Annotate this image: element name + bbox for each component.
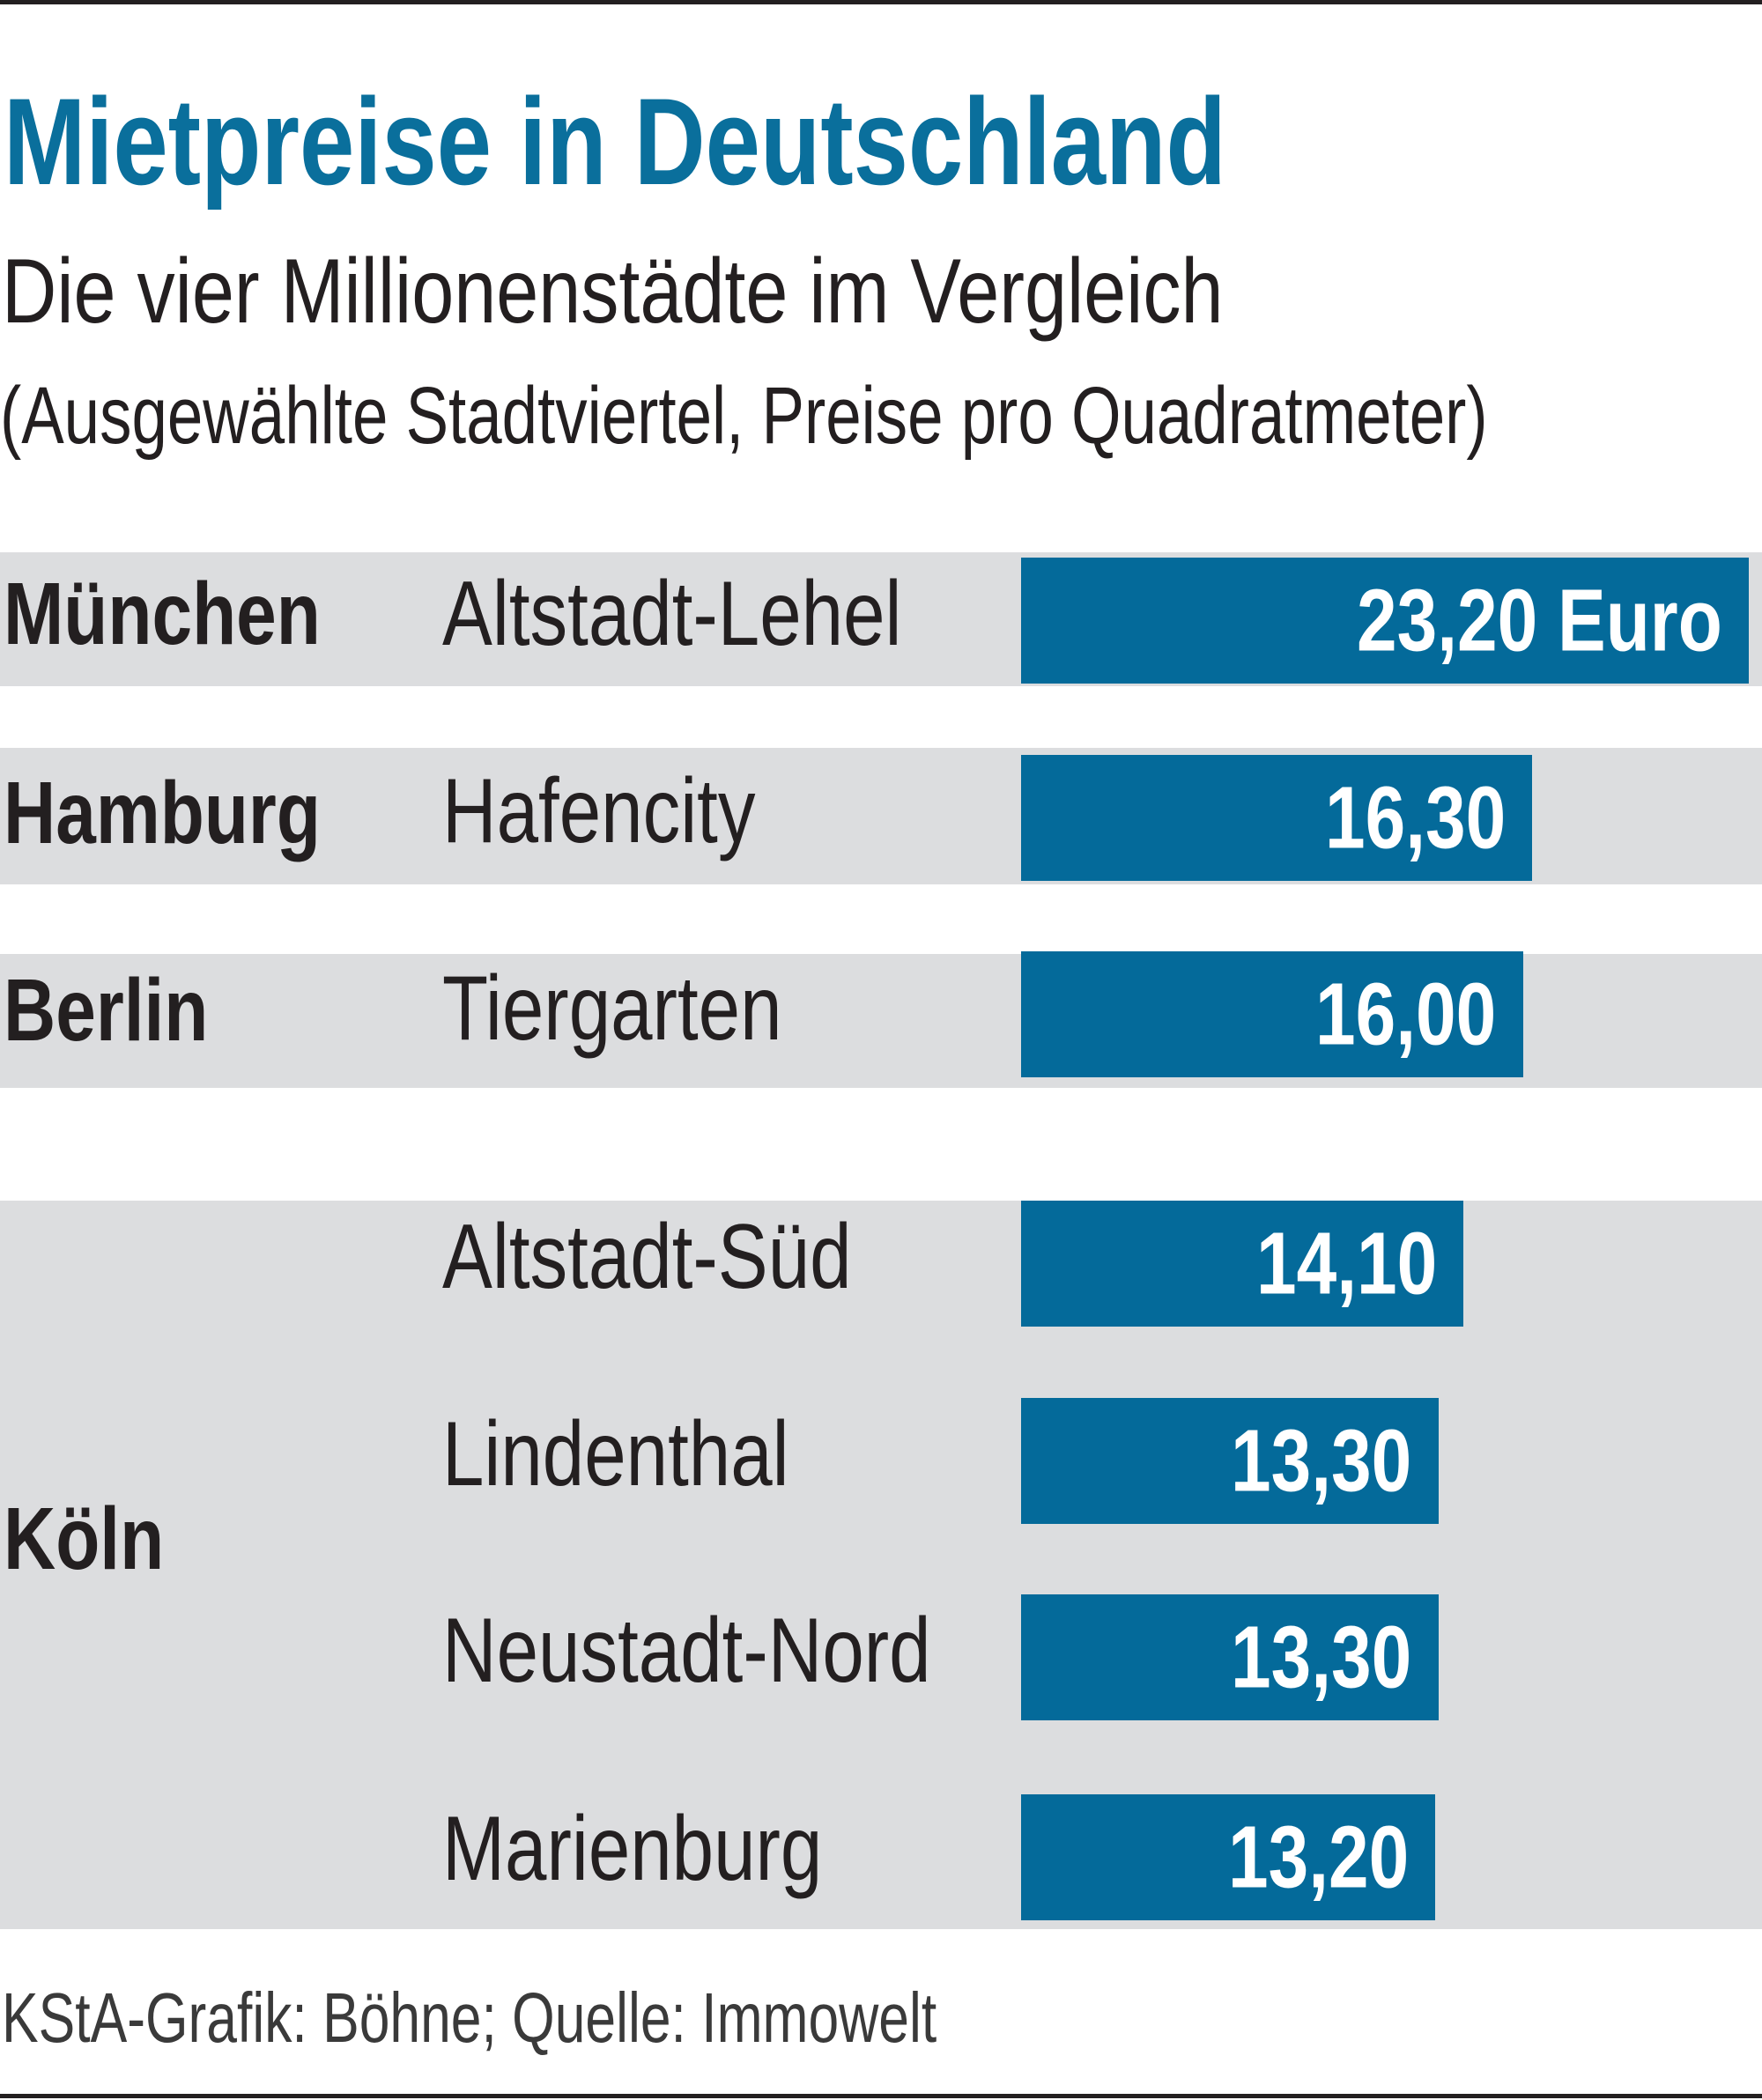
city-label-koeln: Köln [4, 1490, 165, 1588]
bar-hamburg-hafencity: 16,30 [1021, 755, 1533, 881]
bar-value-label: 13,30 [1231, 1411, 1412, 1510]
bar-koeln-neustadt-nord: 13,30 [1021, 1594, 1439, 1720]
chart-title: Mietpreise in Deutschland [4, 72, 1226, 211]
district-label: Lindenthal [442, 1403, 789, 1505]
city-label-muenchen: München [4, 565, 321, 663]
city-label-berlin: Berlin [4, 961, 209, 1060]
bar-koeln-lindenthal: 13,30 [1021, 1398, 1439, 1524]
bar-berlin-tiergarten: 16,00 [1021, 951, 1523, 1077]
top-rule [0, 0, 1762, 4]
district-label: Altstadt-Süd [442, 1206, 852, 1308]
bar-value-label: 14,10 [1255, 1214, 1437, 1312]
district-label: Marienburg [442, 1798, 823, 1900]
bar-koeln-marienburg: 13,20 [1021, 1794, 1435, 1920]
source-credit: KStA-Grafik: Böhne; Quelle: Immowelt [2, 1978, 937, 2057]
row-band-koeln [0, 1201, 1762, 1929]
bottom-rule [0, 2094, 1762, 2098]
city-label-hamburg: Hamburg [4, 764, 321, 862]
bar-value-label: 16,00 [1315, 965, 1497, 1063]
district-label: Tiergarten [442, 958, 782, 1060]
bar-muenchen-altstadt-lehel: 23,20 Euro [1021, 558, 1749, 684]
chart-subtitle: Die vier Millionenstädte im Vergleich [2, 240, 1224, 343]
district-label: Altstadt-Lehel [442, 563, 902, 665]
bar-value-label: 23,20 Euro [1357, 571, 1722, 669]
bar-value-label: 16,30 [1325, 768, 1507, 867]
chart-note: (Ausgewählte Stadtviertel, Preise pro Qu… [0, 371, 1488, 461]
bar-koeln-altstadt-sued: 14,10 [1021, 1201, 1463, 1327]
district-label: Neustadt-Nord [442, 1600, 931, 1702]
district-label: Hafencity [442, 760, 756, 862]
bar-value-label: 13,30 [1231, 1608, 1412, 1706]
bar-value-label: 13,20 [1227, 1808, 1409, 1906]
